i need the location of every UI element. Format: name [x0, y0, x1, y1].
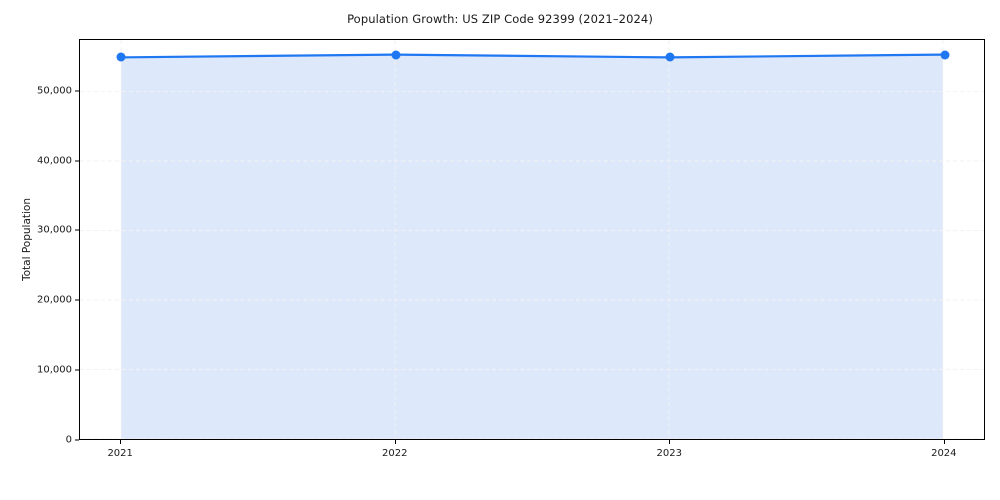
y-tick-label: 30,000 [37, 224, 72, 236]
gridlines [80, 40, 984, 439]
x-tick-mark [120, 440, 122, 444]
series-line [119, 53, 945, 59]
y-tick-label: 10,000 [37, 364, 72, 376]
y-axis-label: Total Population [21, 197, 33, 282]
x-tick-label: 2024 [931, 448, 957, 459]
x-tick-mark [943, 440, 945, 444]
data-point-marker [116, 52, 126, 62]
x-tick-label: 2023 [656, 448, 682, 459]
x-tick-mark [669, 440, 671, 444]
data-point-marker [940, 50, 950, 60]
x-tick-label: 2022 [381, 448, 408, 459]
y-tick-label: 40,000 [37, 155, 72, 167]
chart-title: Population Growth: US ZIP Code 92399 (20… [347, 12, 653, 26]
y-tick-label: 20,000 [37, 294, 72, 306]
plot-inner [80, 40, 984, 439]
y-tick-label: 50,000 [37, 85, 72, 97]
x-tick-label: 2021 [107, 448, 133, 459]
data-point-marker [391, 50, 401, 60]
x-tick-mark [394, 440, 396, 444]
data-point-marker [665, 52, 675, 62]
area-fill [121, 54, 943, 439]
y-tick-label: 0 [65, 434, 72, 446]
plot-area [79, 39, 985, 440]
